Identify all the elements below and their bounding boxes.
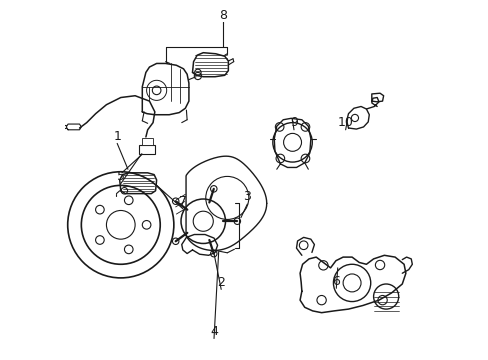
Text: 10: 10 (337, 116, 353, 129)
Text: 8: 8 (219, 9, 226, 22)
Text: 7: 7 (179, 195, 186, 208)
Text: 2: 2 (217, 276, 224, 289)
Text: 5: 5 (117, 170, 124, 183)
FancyBboxPatch shape (142, 138, 153, 145)
Text: 3: 3 (243, 190, 251, 203)
Text: 4: 4 (210, 325, 218, 338)
Text: 1: 1 (113, 130, 121, 143)
FancyBboxPatch shape (139, 145, 155, 154)
Text: 6: 6 (332, 275, 340, 288)
Text: 9: 9 (289, 116, 297, 129)
